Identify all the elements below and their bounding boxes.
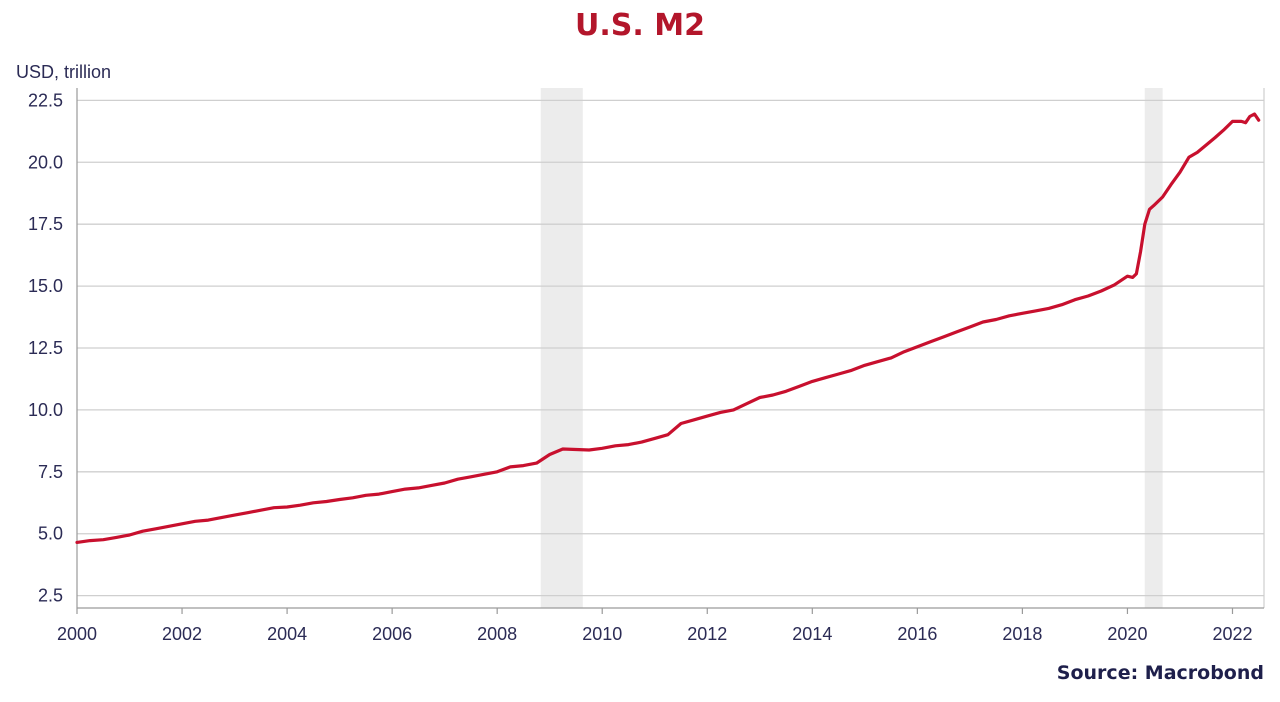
x-tick-label-11: 2022 bbox=[1212, 624, 1252, 644]
y-tick-label-7: 20.0 bbox=[28, 152, 63, 172]
y-tick-label-6: 17.5 bbox=[28, 214, 63, 234]
x-tick-label-0: 2000 bbox=[57, 624, 97, 644]
x-tick-label-4: 2008 bbox=[477, 624, 517, 644]
series-line-0 bbox=[75, 112, 1261, 545]
x-tick-label-6: 2012 bbox=[687, 624, 727, 644]
axes-layer bbox=[76, 88, 1265, 614]
y-tick-label-0: 2.5 bbox=[38, 586, 63, 606]
x-tick-label-8: 2016 bbox=[897, 624, 937, 644]
gridlines-layer bbox=[77, 99, 1264, 597]
y-tick-label-1: 5.0 bbox=[38, 524, 63, 544]
y-tick-label-2: 7.5 bbox=[38, 462, 63, 482]
y-tick-label-5: 15.0 bbox=[28, 276, 63, 296]
tick-labels-layer: 2.5 5.0 7.5 10.0 12.5 15.0 17.5 20.0 22.5 2000 200… bbox=[28, 90, 1253, 644]
x-tick-label-2: 2004 bbox=[267, 624, 307, 644]
y-tick-label-3: 10.0 bbox=[28, 400, 63, 420]
x-tick-label-1: 2002 bbox=[162, 624, 202, 644]
x-tick-label-7: 2014 bbox=[792, 624, 832, 644]
x-tick-label-5: 2010 bbox=[582, 624, 622, 644]
x-tick-label-3: 2006 bbox=[372, 624, 412, 644]
x-tick-label-10: 2020 bbox=[1107, 624, 1147, 644]
source-note: Source: Macrobond bbox=[1056, 662, 1264, 684]
y-tick-label-4: 12.5 bbox=[28, 338, 63, 358]
y-tick-label-8: 22.5 bbox=[28, 90, 63, 110]
chart-title: U.S. M2 bbox=[575, 8, 705, 43]
series-layer bbox=[75, 112, 1261, 545]
x-tick-label-9: 2018 bbox=[1002, 624, 1042, 644]
y-axis-unit-label: USD, trillion bbox=[16, 62, 111, 82]
